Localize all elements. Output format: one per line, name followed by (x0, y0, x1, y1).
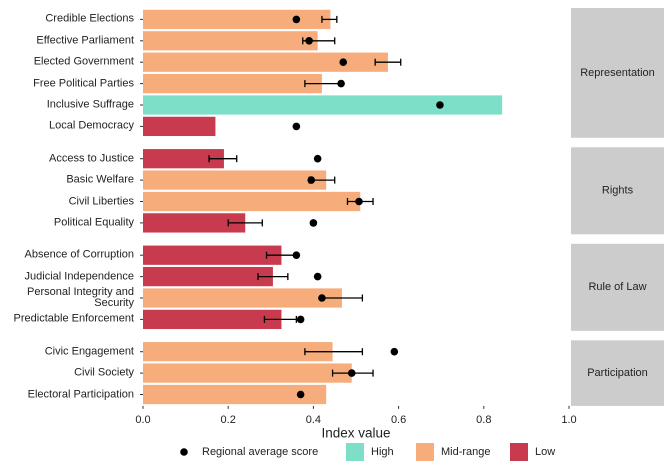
regional-dot (318, 294, 326, 302)
legend-swatch (510, 443, 528, 461)
bar (143, 342, 333, 362)
x-tick-label: 0.2 (221, 414, 236, 426)
facet-label: Rights (602, 185, 634, 197)
error-bar (304, 348, 364, 356)
y-tick-label: Local Democracy (49, 119, 134, 132)
bar (143, 52, 388, 72)
bar (143, 31, 318, 51)
bar (143, 245, 282, 265)
bar (143, 170, 327, 190)
y-tick-label: Access to Justice (49, 152, 134, 165)
facet-label: Participation (587, 367, 648, 379)
y-tick-label: Effective Parliament (36, 34, 134, 47)
facet-strip (571, 243, 664, 331)
y-tick-label: Free Political Parties (33, 77, 134, 90)
regional-dot (292, 122, 301, 131)
bar (143, 9, 331, 30)
legend-swatch (416, 443, 434, 461)
facet-label: Representation (580, 67, 655, 79)
bar (143, 309, 282, 330)
bar (143, 73, 322, 94)
regional-dot (337, 79, 345, 88)
y-tick-label: Basic Welfare (66, 173, 134, 186)
x-tick-label: 0.6 (391, 414, 406, 426)
bar (143, 149, 224, 169)
regional-dot (307, 176, 316, 184)
regional-dot (339, 58, 348, 66)
error-bar (257, 273, 289, 281)
legend-dot (180, 448, 188, 456)
bar (143, 288, 342, 308)
bar (143, 363, 352, 383)
regional-dot (347, 369, 356, 377)
error-bar (263, 315, 298, 323)
legend-label: Low (535, 446, 555, 458)
facet-strip (571, 340, 664, 406)
regional-dot (292, 251, 301, 259)
legend-swatch (346, 443, 364, 461)
y-tick-label: Absence of Corruption (24, 248, 134, 261)
y-tick-label: Political Equality (53, 216, 134, 229)
x-tick-label: 0.4 (306, 414, 321, 426)
regional-dot (309, 219, 318, 227)
error-bar (321, 15, 338, 23)
regional-dot (313, 154, 322, 163)
x-axis-label: Index value (321, 425, 390, 440)
facet-label: Rule of Law (588, 281, 646, 293)
x-tick-label: 1.0 (561, 414, 576, 426)
y-tick-label: Credible Elections (45, 12, 134, 25)
y-tick-label: Judicial Independence (24, 270, 134, 283)
facet-strip (571, 147, 664, 235)
legend-label: Mid-range (441, 446, 491, 458)
regional-dot (436, 101, 444, 109)
y-tick-label: Electoral Participation (27, 388, 134, 400)
bar (143, 116, 216, 137)
regional-dot (355, 197, 363, 206)
y-tick-label: Predictable Enforcement (13, 312, 134, 325)
y-tick-label: Elected Government (33, 55, 134, 68)
regional-dot (296, 315, 305, 324)
error-bar (227, 219, 263, 227)
regional-dot (296, 390, 305, 399)
y-tick-label: Civil Society (74, 366, 134, 379)
legend-label: Regional average score (202, 446, 318, 458)
error-bar (208, 155, 238, 163)
regional-dot (305, 37, 313, 45)
bar (143, 384, 327, 405)
bar (143, 213, 246, 233)
panel (143, 8, 569, 138)
bar (143, 191, 361, 212)
y-tick-label: Civic Engagement (44, 345, 134, 358)
legend-label: High (371, 446, 394, 458)
y-tick-label: Civil Liberties (68, 195, 134, 207)
bar (143, 95, 503, 115)
error-bar (374, 58, 402, 66)
regional-dot (292, 15, 301, 24)
x-tick-label: 0.8 (476, 414, 491, 426)
x-tick-label: 0.0 (135, 414, 150, 426)
regional-dot (313, 272, 322, 281)
bar (143, 266, 273, 287)
y-tick-label: Inclusive Suffrage (46, 98, 134, 111)
facet-strip (571, 8, 664, 138)
regional-dot (390, 347, 399, 356)
y-tick-label: Personal Integrity and Security (26, 286, 134, 309)
